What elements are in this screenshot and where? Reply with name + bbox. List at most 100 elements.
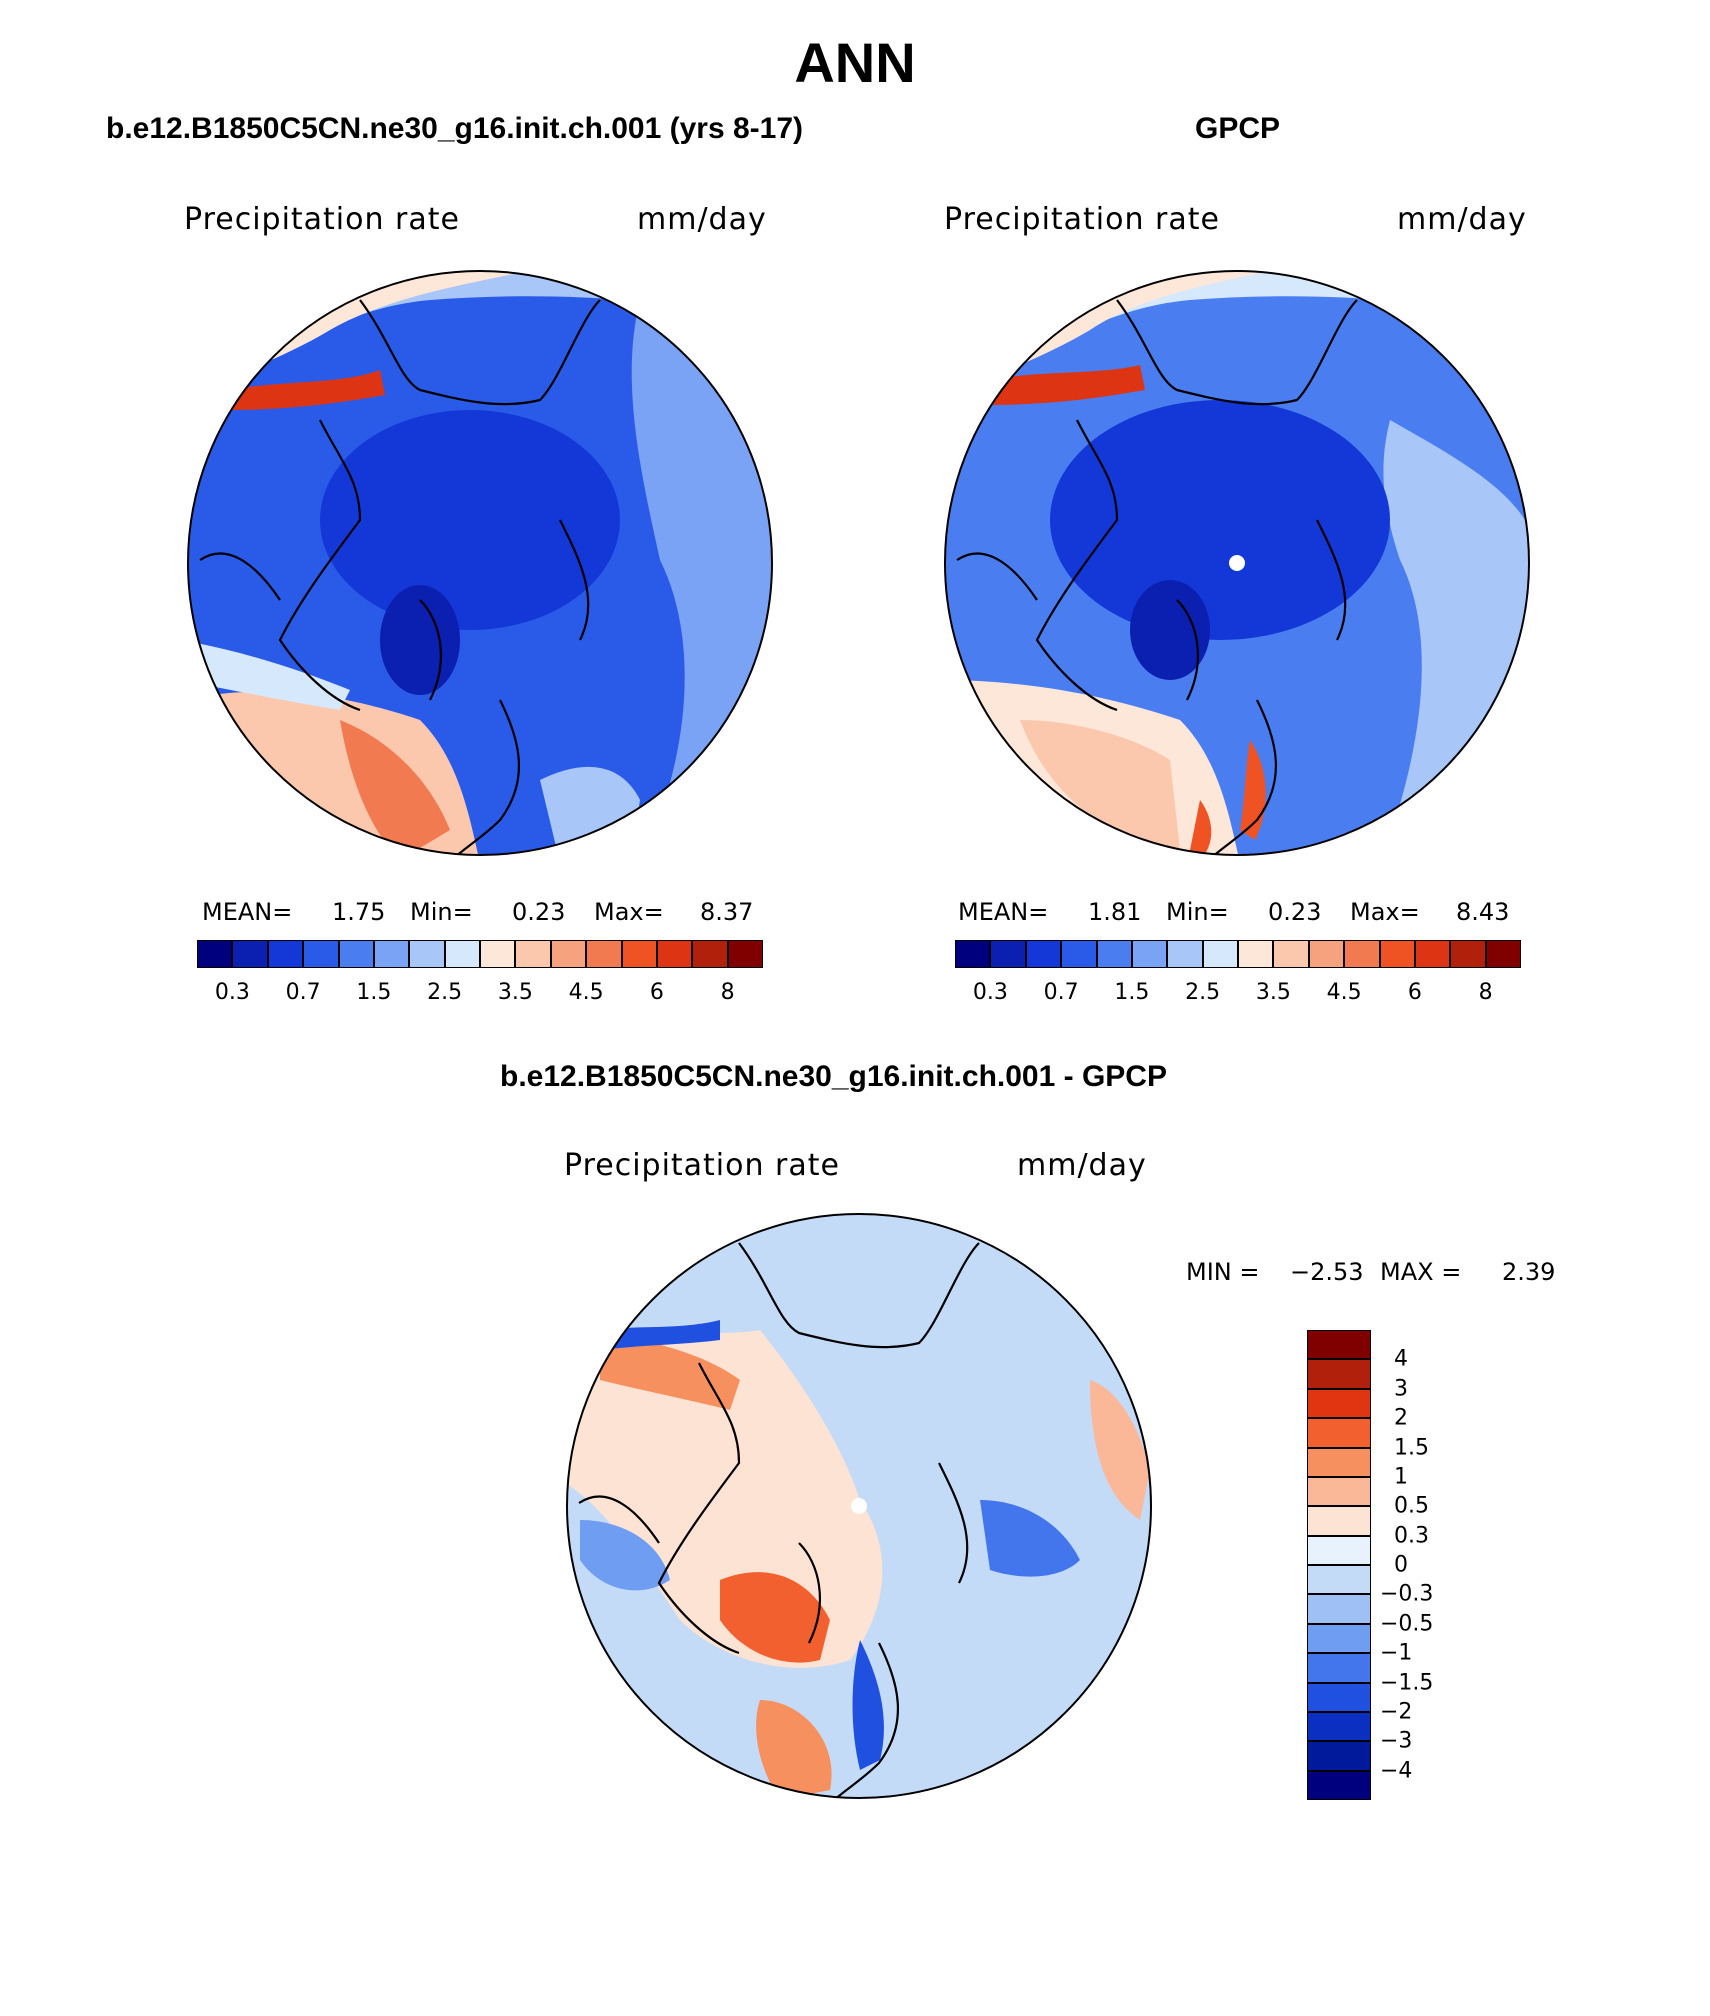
panel-title-obs: GPCP	[1195, 112, 1281, 145]
stat-mean-label-model: MEAN=	[202, 898, 293, 926]
colorbar-swatch	[1307, 1711, 1371, 1742]
colorbar-swatch	[1307, 1476, 1371, 1507]
stat-max-value-diff: 2.39	[1502, 1258, 1556, 1286]
colorbar-swatch	[1167, 940, 1203, 968]
colorbar-tick-label: 0	[1394, 1552, 1408, 1578]
colorbar-swatch	[1344, 940, 1380, 968]
colorbar-swatch	[1308, 940, 1345, 968]
colorbar-tick-label: −1	[1380, 1640, 1413, 1666]
colorbar-tick-label: 4.5	[1326, 980, 1362, 1005]
colorbar-swatch	[692, 940, 728, 968]
colorbar-tick-label: 1.5	[1394, 1435, 1429, 1460]
stat-max-value-model: 8.37	[700, 898, 754, 926]
colorbar-tick-label: −3	[1380, 1728, 1413, 1754]
colorbar-tick-label: 0.3	[214, 980, 250, 1005]
colorbar-tick-label: 0.7	[1043, 980, 1079, 1005]
colorbar-swatch	[1307, 1535, 1371, 1565]
precip-field-obs	[945, 271, 1529, 855]
colorbar-model	[197, 940, 763, 968]
colorbar-swatch	[1131, 940, 1168, 968]
stat-min-label-model: Min=	[410, 898, 473, 926]
colorbar-tick-label: 0.3	[1394, 1523, 1429, 1549]
colorbar-obs	[955, 940, 1521, 968]
stat-mean-value-model: 1.75	[332, 898, 386, 926]
colorbar-swatch	[727, 940, 763, 968]
colorbar-tick-label: −1.5	[1380, 1670, 1434, 1695]
colorbar-labels-model: 0.3 0.7 1.5 2.5 3.5 4.5 6 8	[197, 980, 763, 1010]
stat-min-value-model: 0.23	[512, 898, 566, 926]
colorbar-tick-label: 3.5	[497, 980, 533, 1005]
coastlines-obs	[956, 299, 1358, 855]
stat-min-label-obs: Min=	[1166, 898, 1229, 926]
colorbar-tick-label: 6	[1407, 980, 1422, 1005]
colorbar-swatch	[656, 940, 693, 968]
colorbar-swatch	[1307, 1418, 1371, 1448]
stat-min-value-diff: −2.53	[1290, 1258, 1364, 1286]
panel-units-model: mm/day	[637, 202, 767, 237]
colorbar-tick-label: 1	[1394, 1464, 1408, 1490]
colorbar-swatch	[1307, 1330, 1371, 1360]
panel-variable-model: Precipitation rate	[184, 202, 460, 237]
colorbar-swatch	[303, 940, 339, 968]
stat-min-value-obs: 0.23	[1268, 898, 1322, 926]
colorbar-swatch	[409, 940, 445, 968]
colorbar-swatch	[480, 940, 516, 968]
colorbar-tick-label: −4	[1380, 1758, 1413, 1784]
colorbar-swatch	[1307, 1565, 1371, 1595]
colorbar-swatch	[1307, 1623, 1371, 1654]
stat-max-label-diff: MAX =	[1380, 1258, 1462, 1286]
stat-mean-label-obs: MEAN=	[958, 898, 1049, 926]
colorbar-tick-label: 8	[1478, 980, 1493, 1005]
colorbar-labels-diff: 4 3 2 1.5 1 0.5 0.3 0 −0.3 −0.5 −1 −1.5 −2 −3 −4	[1380, 1330, 1500, 1800]
panel-title-model: b.e12.B1850C5CN.ne30_g16.init.ch.001 (yr…	[106, 112, 804, 145]
colorbar-swatch	[1238, 940, 1274, 968]
coastlines-model	[199, 299, 601, 855]
colorbar-swatch	[1025, 940, 1062, 968]
stat-mean-value-obs: 1.81	[1088, 898, 1142, 926]
stat-max-value-obs: 8.43	[1456, 898, 1510, 926]
panel-variable-diff: Precipitation rate	[564, 1148, 840, 1183]
panel-units-diff: mm/day	[1017, 1148, 1147, 1183]
colorbar-swatch	[586, 940, 622, 968]
main-title: ANN	[794, 31, 916, 94]
coastlines-diff	[578, 1242, 980, 1798]
colorbar-swatch	[444, 940, 480, 968]
colorbar-swatch	[621, 940, 657, 968]
stat-min-label-diff: MIN =	[1186, 1258, 1260, 1286]
colorbar-swatch	[515, 940, 551, 968]
colorbar-tick-label: −0.3	[1380, 1581, 1434, 1607]
colorbar-tick-label: 6	[649, 980, 664, 1005]
stat-max-label-obs: Max=	[1350, 898, 1420, 926]
colorbar-tick-label: 4.5	[568, 980, 604, 1005]
colorbar-tick-label: 3	[1394, 1376, 1408, 1402]
colorbar-tick-label: 0.3	[972, 980, 1008, 1005]
colorbar-swatch	[1202, 940, 1238, 968]
colorbar-swatch	[990, 940, 1026, 968]
colorbar-swatch	[1307, 1770, 1371, 1800]
colorbar-tick-label: 2.5	[1185, 980, 1221, 1005]
colorbar-swatch	[1307, 1741, 1371, 1771]
stat-max-label-model: Max=	[594, 898, 664, 926]
colorbar-swatch	[1379, 940, 1415, 968]
colorbar-tick-label: 0.5	[1394, 1493, 1429, 1519]
colorbar-swatch	[1414, 940, 1451, 968]
colorbar-swatch	[1307, 1388, 1371, 1419]
colorbar-tick-label: 4	[1394, 1346, 1408, 1372]
colorbar-tick-label: 8	[720, 980, 735, 1005]
colorbar-swatch	[373, 940, 410, 968]
colorbar-swatch	[1307, 1447, 1371, 1477]
colorbar-swatch	[550, 940, 587, 968]
colorbar-tick-label: 1.5	[356, 980, 392, 1005]
colorbar-swatch	[955, 940, 991, 968]
colorbar-swatch	[232, 940, 268, 968]
colorbar-tick-label: 0.7	[285, 980, 321, 1005]
colorbar-swatch	[1061, 940, 1097, 968]
colorbar-swatch	[1307, 1506, 1371, 1536]
colorbar-swatch	[1485, 940, 1521, 968]
colorbar-swatch	[1273, 940, 1309, 968]
colorbar-swatch	[1307, 1682, 1371, 1712]
colorbar-swatch	[1307, 1594, 1371, 1624]
